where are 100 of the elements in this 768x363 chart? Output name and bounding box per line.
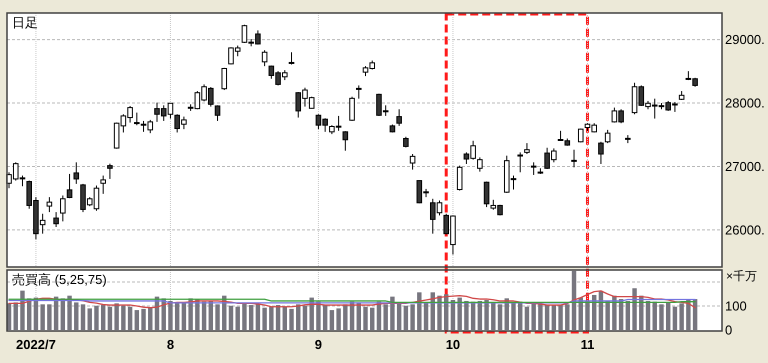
bar [269,306,274,330]
y-tick-label: 26000. [725,222,765,238]
bar [383,304,388,330]
candlestick [288,52,294,65]
bar [692,299,698,330]
bar [296,304,300,330]
bar [88,308,92,330]
bar [538,304,543,330]
bar [370,308,374,330]
y-tick-label: 27000. [725,158,765,174]
bar [134,310,140,330]
bar [168,300,173,330]
bar [182,302,186,330]
y-axis-title: ×千万 [726,269,758,283]
bar [94,306,99,330]
x-tick-label: 8 [166,337,174,352]
bar [417,292,422,330]
candlestick [349,96,355,122]
bar [424,302,428,330]
bar [60,298,66,330]
bar [174,302,180,330]
candlestick [571,149,577,168]
y-tick-label: 100 [725,298,747,314]
candlestick [456,165,462,192]
bar [552,305,556,330]
bar [100,305,106,330]
bar [598,290,604,330]
bar [504,298,509,330]
bar [558,305,563,330]
bar [350,302,354,330]
bar [666,302,670,330]
candlestick [73,162,80,184]
x-tick-label: 9 [314,337,322,352]
bar [262,308,267,330]
bar [457,298,462,330]
bar [289,308,294,330]
candlestick [598,141,604,164]
bar [14,302,18,330]
bar [518,302,522,330]
bar [40,304,45,330]
bar [208,300,214,330]
bar [114,303,119,330]
candlestick [524,142,530,155]
bar [34,298,38,330]
bar [202,302,206,330]
y-tick-label: 0 [725,322,732,338]
bar [363,306,368,330]
bar [54,296,58,330]
bar [148,308,152,330]
candlestick [342,130,348,152]
x-tick-label: 10 [446,337,460,352]
bar [632,288,637,330]
bar [672,306,678,330]
bar [410,304,415,330]
bar [215,304,220,330]
bar [256,304,260,330]
bar [248,305,254,330]
bar [679,303,684,330]
candlestick [53,212,59,228]
bar [511,303,516,330]
candlestick [403,136,409,148]
bar [396,303,402,330]
bar [242,303,247,330]
bar [404,306,408,330]
bar [531,303,536,330]
candlestick [356,84,362,100]
y-tick-label: 29000. [725,32,765,48]
line-series [8,290,696,308]
bar [121,306,126,330]
x-tick-label: 2022/7 [16,337,56,352]
bar [330,310,334,330]
bar [464,300,469,330]
candlestick [517,152,523,173]
bar [470,302,476,330]
bar [128,306,132,330]
bar [491,302,496,330]
bar [430,292,435,330]
bar [343,304,348,330]
bar [47,304,52,330]
y-tick-label: 28000. [725,96,765,111]
candlestick [262,50,268,67]
x-tick-label: 11 [580,337,594,352]
bar [276,305,280,330]
bar [498,304,502,330]
bar [544,305,550,330]
candlestick [484,181,490,208]
chart-title: 売買高 (5,25,75) [12,272,107,287]
bar [74,302,78,330]
bar [626,300,630,330]
candlestick [66,173,72,199]
candlestick [578,128,584,143]
bar [652,302,657,330]
bar [578,298,583,330]
bar [67,296,72,330]
bar [282,306,288,330]
bar [524,306,530,330]
candlestick [46,196,52,213]
bar [450,300,456,330]
bar [235,306,240,330]
bar [322,305,328,330]
